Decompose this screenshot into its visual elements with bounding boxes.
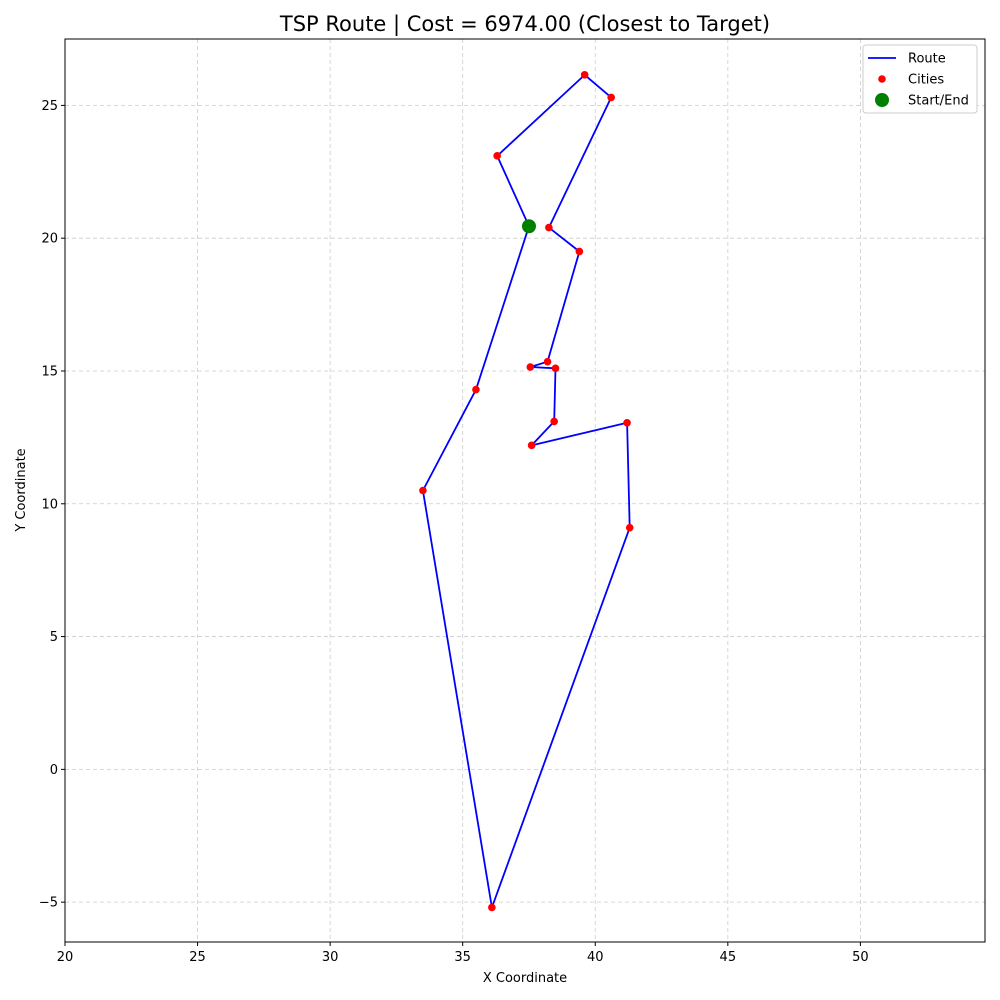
x-tick-label: 25: [189, 950, 206, 965]
legend: Route Cities Start/End: [862, 44, 978, 114]
y-tick-label: 25: [41, 99, 58, 114]
axis-ticks: 20 25 30 35 40 45 50 −5 0 5 10 15 20 25: [39, 99, 869, 965]
city-point: [580, 71, 589, 79]
y-tick-label: 15: [41, 364, 58, 379]
x-tick-label: 30: [322, 950, 339, 965]
city-point: [607, 93, 615, 102]
route-line: [421, 74, 631, 909]
legend-cities-swatch: [878, 75, 886, 83]
y-tick-label: 0: [50, 763, 58, 778]
city-point: [526, 363, 535, 371]
y-tick-label: −5: [39, 896, 58, 911]
plot-frame: [64, 38, 986, 943]
legend-label: Route: [908, 52, 946, 67]
y-tick-label: 20: [41, 232, 58, 247]
y-axis-label: Y Coordinate: [14, 448, 29, 532]
legend-start-swatch: [875, 93, 889, 107]
x-axis-label: X Coordinate: [483, 971, 567, 986]
city-point: [543, 357, 552, 366]
chart-title: TSP Route | Cost = 6974.00 (Closest to T…: [279, 12, 770, 37]
legend-label: Start/End: [908, 94, 969, 109]
city-point: [551, 364, 560, 373]
route-layer: [421, 74, 631, 909]
city-point: [493, 152, 501, 160]
x-tick-label: 35: [454, 950, 471, 965]
city-point: [527, 441, 536, 450]
legend-box: [862, 44, 978, 114]
legend-label: Cities: [908, 73, 944, 88]
x-tick-label: 45: [720, 950, 737, 965]
y-tick-label: 5: [50, 630, 58, 645]
start-end-point: [521, 219, 536, 234]
city-point: [623, 418, 631, 427]
x-tick-label: 20: [57, 950, 74, 965]
city-point: [419, 486, 427, 495]
cities-layer: [419, 71, 634, 912]
x-tick-label: 40: [587, 950, 604, 965]
city-point: [488, 903, 496, 912]
city-point: [545, 223, 553, 232]
x-tick-label: 50: [852, 950, 869, 965]
grid-lines: [64, 39, 985, 942]
y-tick-label: 10: [41, 497, 58, 512]
city-point: [550, 417, 558, 426]
city-point: [472, 385, 480, 394]
city-point: [575, 247, 584, 256]
city-point: [625, 523, 634, 532]
